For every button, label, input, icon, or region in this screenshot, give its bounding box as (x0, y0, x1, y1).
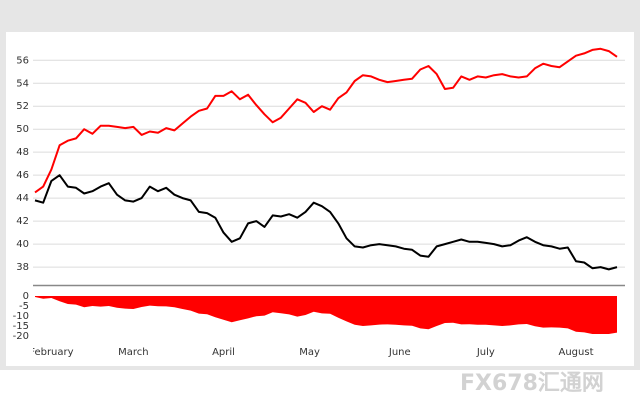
line-series (34, 47, 618, 194)
y-tick-label: 48 (16, 147, 29, 158)
y-tick-label: 54 (16, 78, 29, 89)
x-tick-label: July (476, 347, 495, 358)
y-tick-label: 40 (16, 239, 29, 250)
y-tick-label: 0 (23, 291, 29, 302)
line-series (34, 174, 618, 271)
y-tick-label: -20 (13, 331, 29, 342)
area-series (35, 296, 617, 334)
x-tick-label: August (559, 347, 594, 358)
x-tick-label: May (299, 347, 320, 358)
x-tick-label: June (388, 347, 411, 358)
x-tick-label: March (118, 347, 148, 358)
y-tick-label: -10 (13, 311, 29, 322)
x-tick-label: April (212, 347, 235, 358)
x-tick-label: February (29, 347, 73, 358)
y-tick-label: 50 (16, 124, 29, 135)
y-tick-label: 44 (16, 193, 29, 204)
y-tick-label: 56 (16, 55, 29, 66)
watermark: FX678汇通网 (460, 371, 604, 396)
y-tick-label: 42 (16, 216, 29, 227)
y-tick-label: 46 (16, 170, 29, 181)
y-tick-label: -15 (13, 321, 29, 332)
y-tick-label: -5 (19, 301, 29, 312)
y-tick-label: 38 (16, 262, 29, 273)
y-tick-label: 52 (16, 101, 29, 112)
